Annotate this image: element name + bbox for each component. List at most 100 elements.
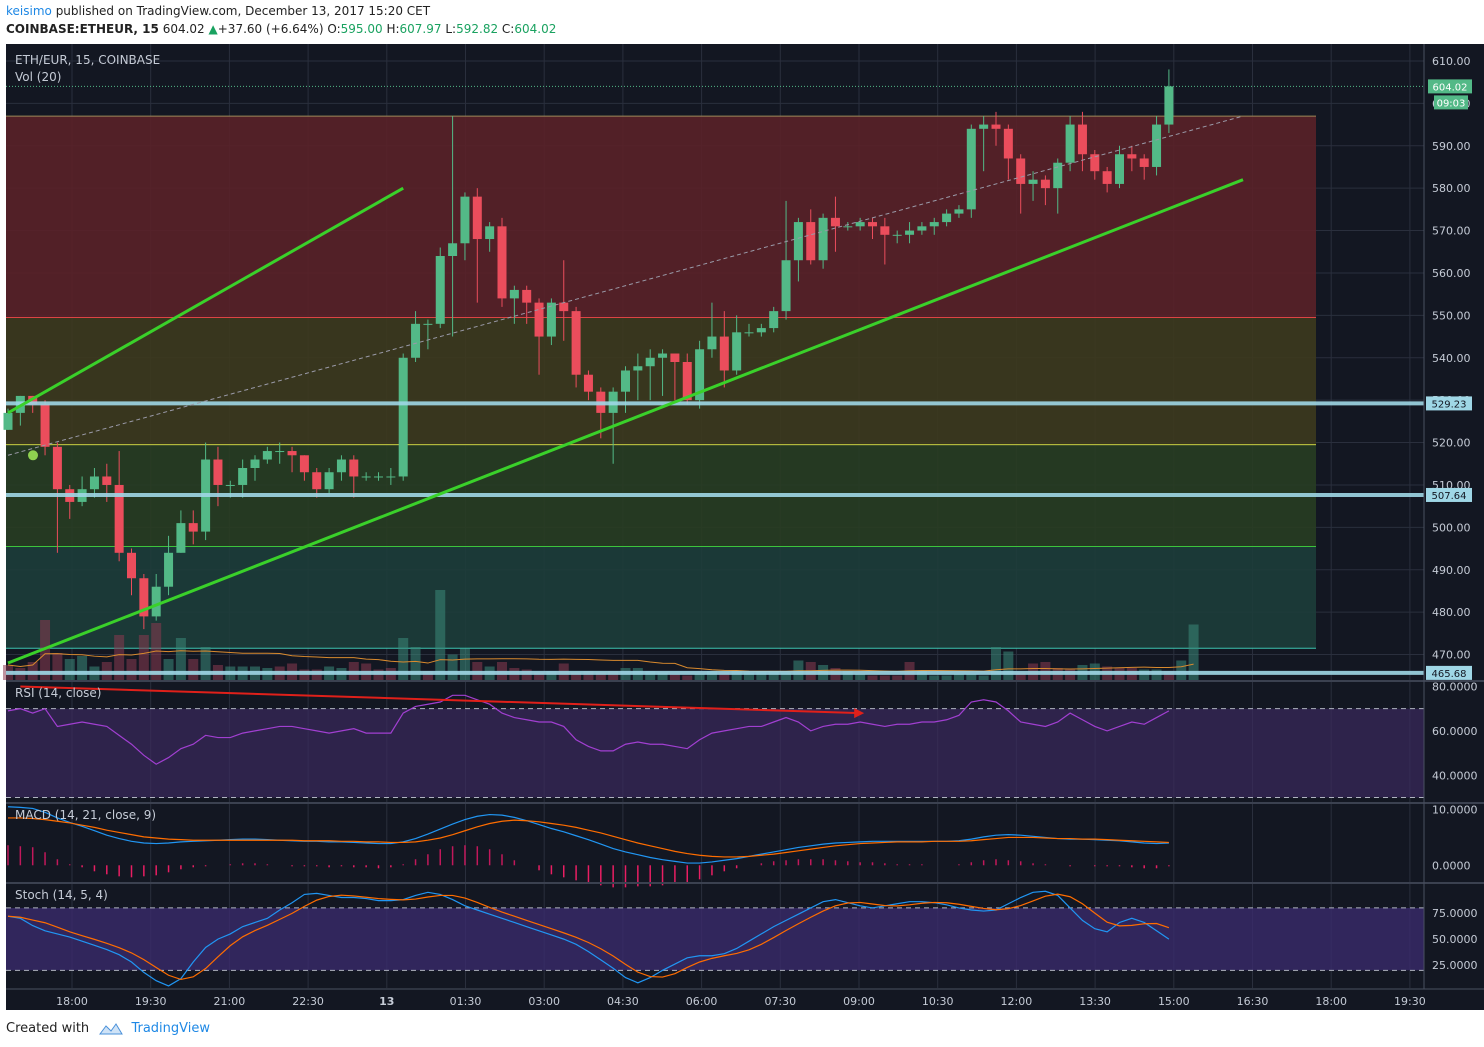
volume-title: Vol (20): [15, 70, 61, 84]
candle-body: [349, 459, 359, 477]
stoch-title: Stoch (14, 5, 4): [15, 888, 108, 902]
candle-body: [658, 353, 668, 358]
candle-body: [1028, 179, 1038, 184]
level-price-tag: [1426, 487, 1472, 502]
level-price-tag: [1426, 396, 1472, 411]
volume-bar: [410, 647, 421, 680]
volume-bar: [706, 671, 717, 680]
marker-dot: [28, 450, 38, 461]
low-label: L:: [445, 22, 457, 36]
candle-body: [769, 311, 779, 329]
candle-body: [670, 353, 680, 362]
y-tick-label: 480.00: [1432, 606, 1471, 619]
x-tick-label: 09:00: [843, 995, 875, 1008]
indicator-tick-label: 10.0000: [1432, 804, 1478, 817]
candle-body: [435, 256, 445, 324]
candle-body: [151, 586, 161, 617]
footer: Created with TradingView: [6, 1021, 210, 1036]
candle-body: [1139, 158, 1149, 167]
volume-bar: [867, 675, 878, 680]
high-label: H:: [386, 22, 400, 36]
candle-body: [188, 523, 198, 532]
candle-body: [1102, 171, 1112, 184]
candle-body: [127, 552, 136, 579]
y-tick-label: 610.00: [1432, 55, 1471, 68]
publish-info: keisimo published on TradingView.com, De…: [6, 4, 430, 18]
countdown-tag: [1434, 95, 1468, 110]
volume-bar: [978, 675, 989, 680]
candle-body: [942, 213, 952, 223]
candle-body: [139, 578, 149, 617]
candle-body: [1127, 154, 1137, 159]
candle-body: [830, 217, 840, 227]
candle-body: [262, 451, 272, 460]
y-tick-label: 520.00: [1432, 437, 1471, 450]
candle-body: [411, 323, 421, 358]
x-tick-label: 06:00: [686, 995, 718, 1008]
volume-bar: [657, 672, 668, 680]
created-with-text: Created with: [6, 1021, 90, 1036]
volume-bar: [175, 638, 186, 680]
candle-body: [868, 222, 877, 227]
volume-bar: [929, 675, 940, 680]
y-tick-label: 550.00: [1432, 309, 1471, 322]
open-label: O:: [327, 22, 341, 36]
volume-bar: [768, 671, 779, 680]
countdown-label: 09:03: [1437, 98, 1466, 109]
candle-body: [732, 332, 742, 371]
candle-body: [102, 476, 112, 485]
candle-body: [52, 446, 62, 490]
trend-line: [7, 178, 1244, 665]
candle-body: [509, 289, 519, 299]
candle-body: [781, 260, 791, 312]
candle-body: [707, 336, 717, 350]
candle-body: [571, 311, 581, 375]
candle-body: [40, 404, 50, 447]
high-value: 607.97: [399, 22, 442, 36]
x-tick-label: 04:30: [607, 995, 639, 1008]
fib-zone: [6, 317, 1316, 445]
author-link[interactable]: keisimo: [6, 4, 52, 18]
symbol-ohlc: COINBASE:ETHEUR, 15 604.02 ▲+37.60 (+6.6…: [6, 22, 556, 36]
candle-body: [114, 484, 124, 553]
y-tick-label: 470.00: [1432, 649, 1471, 662]
candle-body: [485, 226, 495, 240]
candle-body: [398, 357, 408, 477]
candle-body: [1065, 124, 1075, 163]
bottom-border: [0, 1010, 1484, 1012]
candle-body: [238, 468, 248, 485]
volume-bar: [719, 672, 730, 680]
candle-body: [1152, 124, 1162, 167]
pane-separator: [6, 882, 1484, 884]
candle-body: [818, 217, 828, 261]
low-value: 592.82: [456, 22, 499, 36]
candle-body: [546, 302, 556, 337]
volume-bar: [1163, 671, 1174, 680]
close-label: C:: [501, 22, 515, 36]
candle-body: [991, 124, 1001, 129]
rsi-band: [6, 708, 1424, 798]
volume-bar: [793, 660, 804, 680]
candle-body: [423, 323, 433, 325]
candle-body: [929, 222, 939, 227]
x-tick-label: 18:00: [56, 995, 88, 1008]
candle-body: [645, 357, 655, 367]
last-price-tag: [1428, 79, 1472, 94]
volume-bar: [1015, 672, 1026, 680]
candle-body: [559, 302, 569, 312]
fib-zone: [6, 116, 1316, 318]
volume-bar: [879, 675, 890, 680]
dashed-trend-line: [7, 115, 1244, 456]
volume-bar: [991, 647, 1001, 680]
fib-zone: [6, 546, 1316, 649]
candle-body: [583, 374, 593, 392]
candle-body: [497, 226, 507, 299]
tradingview-link[interactable]: TradingView: [131, 1021, 210, 1036]
candle-body: [472, 196, 482, 240]
chart-canvas[interactable]: 18:00 19:30 21:00 22:30 13 01:30 03:00 04:30 06:…: [0, 44, 1484, 1012]
pane-separator: [6, 680, 1484, 682]
indicator-tick-label: 80.0000: [1432, 680, 1478, 693]
candle-body: [1090, 154, 1100, 172]
candle-body: [361, 476, 371, 478]
volume-bar: [855, 674, 866, 680]
